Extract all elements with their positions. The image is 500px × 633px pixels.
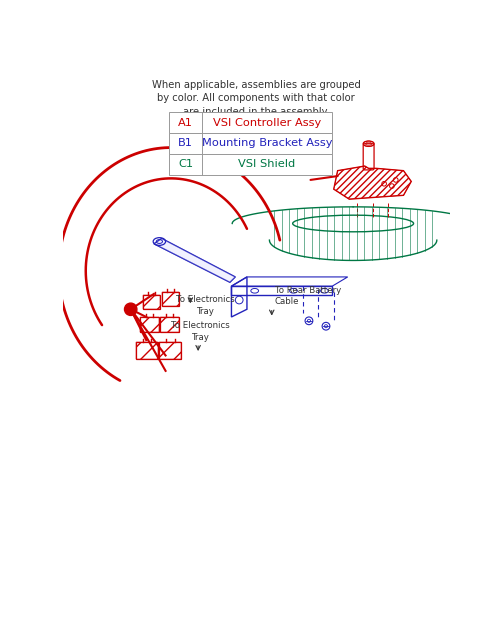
Text: C1: C1 xyxy=(178,159,194,169)
Bar xyxy=(143,296,160,310)
Text: VSI Shield: VSI Shield xyxy=(238,159,296,169)
Bar xyxy=(170,112,332,133)
Bar xyxy=(140,317,158,332)
Bar xyxy=(136,342,158,360)
Text: Mounting Bracket Assy: Mounting Bracket Assy xyxy=(202,139,332,148)
Text: To Electronics
Tray: To Electronics Tray xyxy=(176,296,236,316)
Polygon shape xyxy=(154,239,236,282)
Text: To Electronics
Tray: To Electronics Tray xyxy=(171,321,230,342)
Bar xyxy=(170,133,332,154)
Bar xyxy=(162,292,179,306)
Text: When applicable, assemblies are grouped
by color. All components with that color: When applicable, assemblies are grouped … xyxy=(152,80,360,117)
Bar xyxy=(160,342,181,360)
Bar xyxy=(160,317,179,332)
Bar xyxy=(170,154,332,175)
Bar xyxy=(162,292,179,306)
Bar xyxy=(140,317,158,332)
Bar xyxy=(143,296,160,310)
Bar xyxy=(160,342,181,360)
Circle shape xyxy=(124,303,137,315)
Bar xyxy=(136,342,158,360)
Text: B1: B1 xyxy=(178,139,193,148)
Text: VSI Controller Assy: VSI Controller Assy xyxy=(213,118,321,127)
Text: To Rear Battery
Cable: To Rear Battery Cable xyxy=(275,285,341,306)
Text: A1: A1 xyxy=(178,118,193,127)
Bar xyxy=(160,317,179,332)
